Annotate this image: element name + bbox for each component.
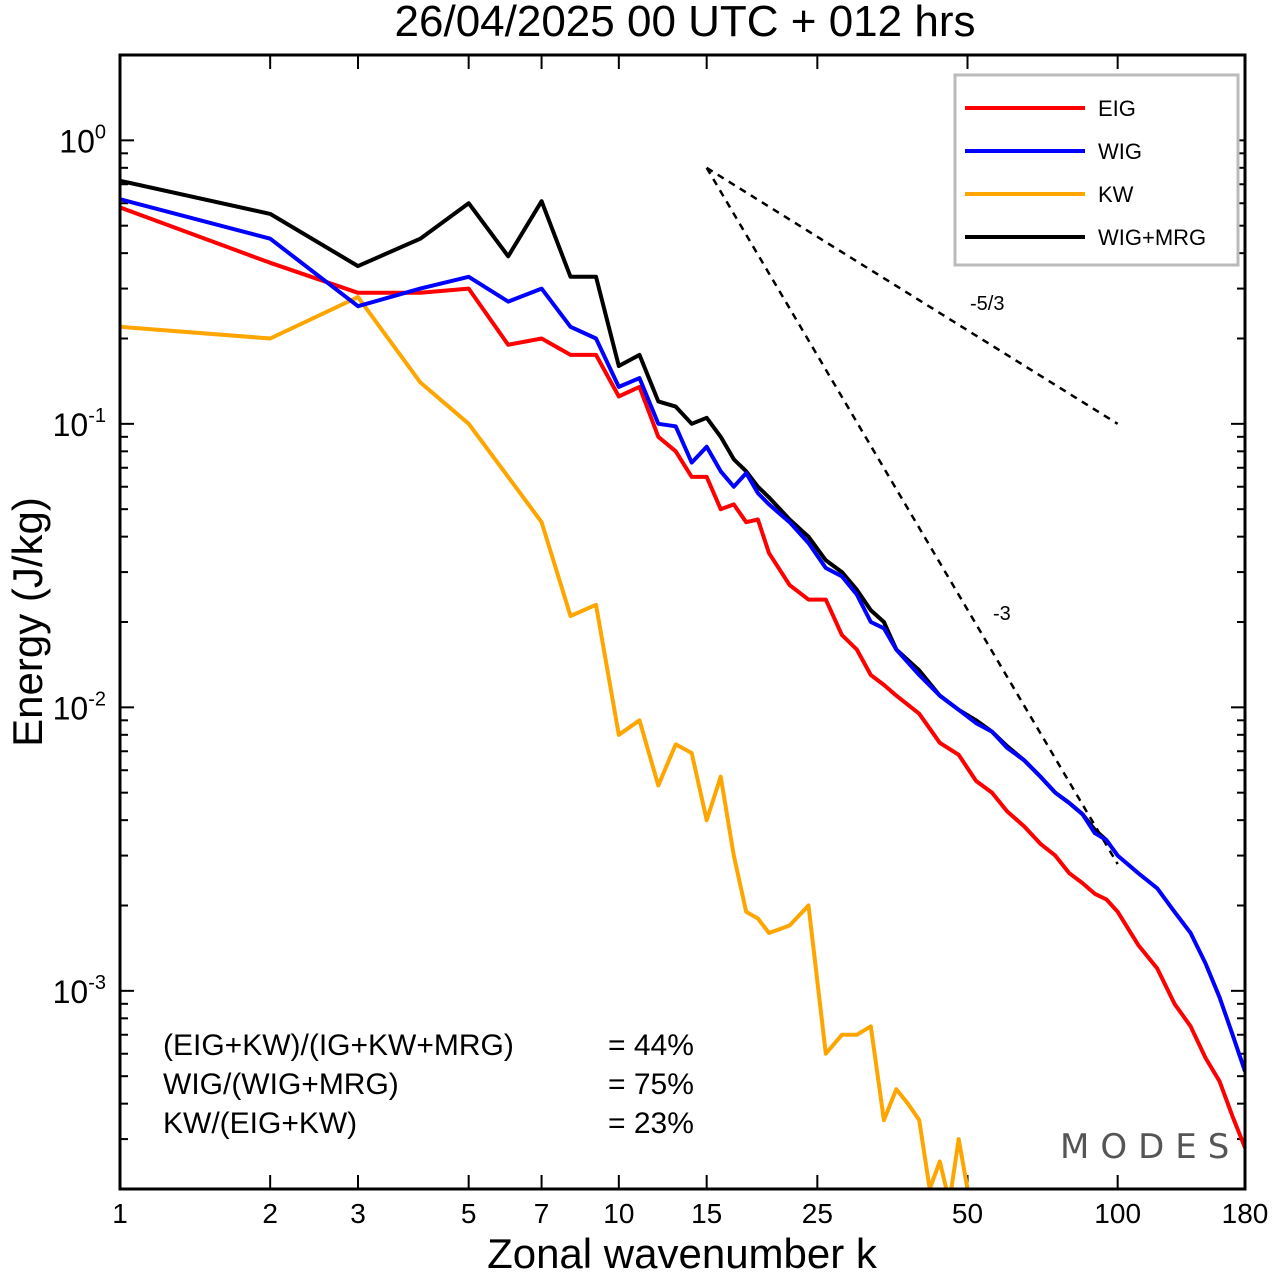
modes-logo: MODES — [1060, 1127, 1240, 1167]
chart-title: 26/04/2025 00 UTC + 012 hrs — [395, 0, 976, 46]
x-tick-label: 5 — [461, 1198, 477, 1229]
x-tick-label: 7 — [534, 1198, 550, 1229]
y-tick-base: 10 — [53, 407, 89, 443]
series-line-kw — [120, 295, 970, 1189]
series-line-eig — [120, 205, 1245, 1149]
y-tick-base: 10 — [59, 123, 95, 159]
stat-value-kw: = 23% — [608, 1107, 694, 1140]
series-line-wig — [120, 197, 1245, 1073]
y-tick-exponent: -3 — [88, 972, 106, 994]
legend-label: KW — [1098, 182, 1134, 207]
y-tick-exponent: -1 — [88, 405, 106, 427]
y-tick-label: 10-2 — [53, 688, 106, 726]
y-tick-exponent: 0 — [95, 121, 106, 143]
stat-label-wig: WIG/(WIG+MRG) — [163, 1068, 399, 1101]
stat-label-eig-kw: (EIG+KW)/(IG+KW+MRG) — [163, 1029, 514, 1062]
x-tick-label: 3 — [350, 1198, 366, 1229]
reference-lines — [705, 166, 1119, 865]
x-tick-label: 15 — [691, 1198, 722, 1229]
stat-value-wig: = 75% — [608, 1068, 694, 1101]
x-tick-label: 10 — [603, 1198, 634, 1229]
reference-label-minus-5-3: -5/3 — [970, 293, 1004, 315]
legend-items: EIG WIG KW WIG+MRG — [965, 96, 1206, 250]
series-lines — [120, 178, 1245, 1189]
series-line-wig-plus-mrg — [120, 178, 1108, 842]
y-tick-label: 100 — [59, 121, 106, 159]
x-tick-label: 1 — [112, 1198, 128, 1229]
reference-line-1 — [705, 167, 1119, 865]
y-tick-exponent: -2 — [88, 688, 106, 710]
legend-label: WIG+MRG — [1098, 225, 1206, 250]
y-tick-label: 10-1 — [53, 405, 106, 443]
legend: EIG WIG KW WIG+MRG — [953, 73, 1240, 267]
x-tick-label: 180 — [1222, 1198, 1269, 1229]
x-tick-label: 25 — [802, 1198, 833, 1229]
y-tick-base: 10 — [53, 690, 89, 726]
x-axis-label: Zonal wavenumber k — [487, 1230, 878, 1277]
y-tick-label: 10-3 — [53, 972, 106, 1010]
legend-label: EIG — [1098, 96, 1136, 121]
y-tick-base: 10 — [53, 974, 89, 1010]
legend-label: WIG — [1098, 139, 1142, 164]
y-axis-label: Energy (J/kg) — [4, 497, 51, 747]
stat-value-eig-kw: = 44% — [608, 1029, 694, 1062]
x-tick-label: 2 — [262, 1198, 278, 1229]
x-tick-labels: 1 2 3 5 7 10 15 25 50 100 180 — [112, 1198, 1268, 1229]
reference-label-minus-3: -3 — [993, 603, 1011, 625]
stats-block: (EIG+KW)/(IG+KW+MRG) = 44% WIG/(WIG+MRG)… — [163, 1029, 694, 1140]
stat-label-kw: KW/(EIG+KW) — [163, 1107, 357, 1140]
x-tick-label: 50 — [952, 1198, 983, 1229]
x-tick-label: 100 — [1094, 1198, 1141, 1229]
plot-frame — [118, 53, 1247, 1191]
reference-line-0 — [706, 166, 1119, 425]
